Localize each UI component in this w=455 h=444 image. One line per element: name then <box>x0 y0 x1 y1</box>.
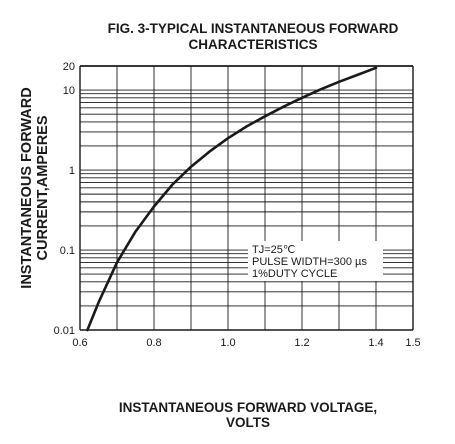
chart-title-line-1: FIG. 3-TYPICAL INSTANTANEOUS FORWARD <box>108 21 399 36</box>
annotation-duty-cycle: 1%DUTY CYCLE <box>252 268 337 280</box>
annotation-pulse-width: PULSE WIDTH=300 µs <box>252 256 367 268</box>
y-tick-label: 0.1 <box>60 245 75 257</box>
y-tick-label: 20 <box>63 61 75 73</box>
y-tick-label: 10 <box>63 85 75 97</box>
x-tick-label: 0.8 <box>146 337 161 349</box>
forward-characteristic-curve <box>86 66 378 332</box>
x-tick-label: 1.4 <box>368 337 383 349</box>
y-tick-label: 1 <box>69 165 75 177</box>
y-axis-title-line-1: INSTANTANEOUS FORWARD <box>19 87 35 288</box>
x-tick-label: 1.5 <box>405 337 420 349</box>
chart-grid <box>79 65 414 331</box>
annotation-junction-temp: TJ=25℃ <box>252 244 295 256</box>
axis-ticks: 0.6 0.8 1.0 1.2 1.4 1.5 0.01 0.1 1 10 20 <box>54 61 421 349</box>
y-axis-title: INSTANTANEOUS FORWARD CURRENT,AMPERES <box>19 87 51 288</box>
chart-title-line-2: CHARACTERISTICS <box>188 37 317 52</box>
x-axis-title-line-1: INSTANTANEOUS FORWARD VOLTAGE, <box>119 400 377 415</box>
y-axis-title-line-2: CURRENT,AMPERES <box>35 115 51 260</box>
annotation-box <box>248 241 383 281</box>
x-tick-label: 0.6 <box>72 337 87 349</box>
x-tick-label: 1.2 <box>294 337 309 349</box>
chart-series <box>86 66 378 332</box>
x-tick-label: 1.0 <box>220 337 235 349</box>
y-tick-label: 0.01 <box>54 325 75 337</box>
x-axis-title-line-2: VOLTS <box>226 415 270 430</box>
